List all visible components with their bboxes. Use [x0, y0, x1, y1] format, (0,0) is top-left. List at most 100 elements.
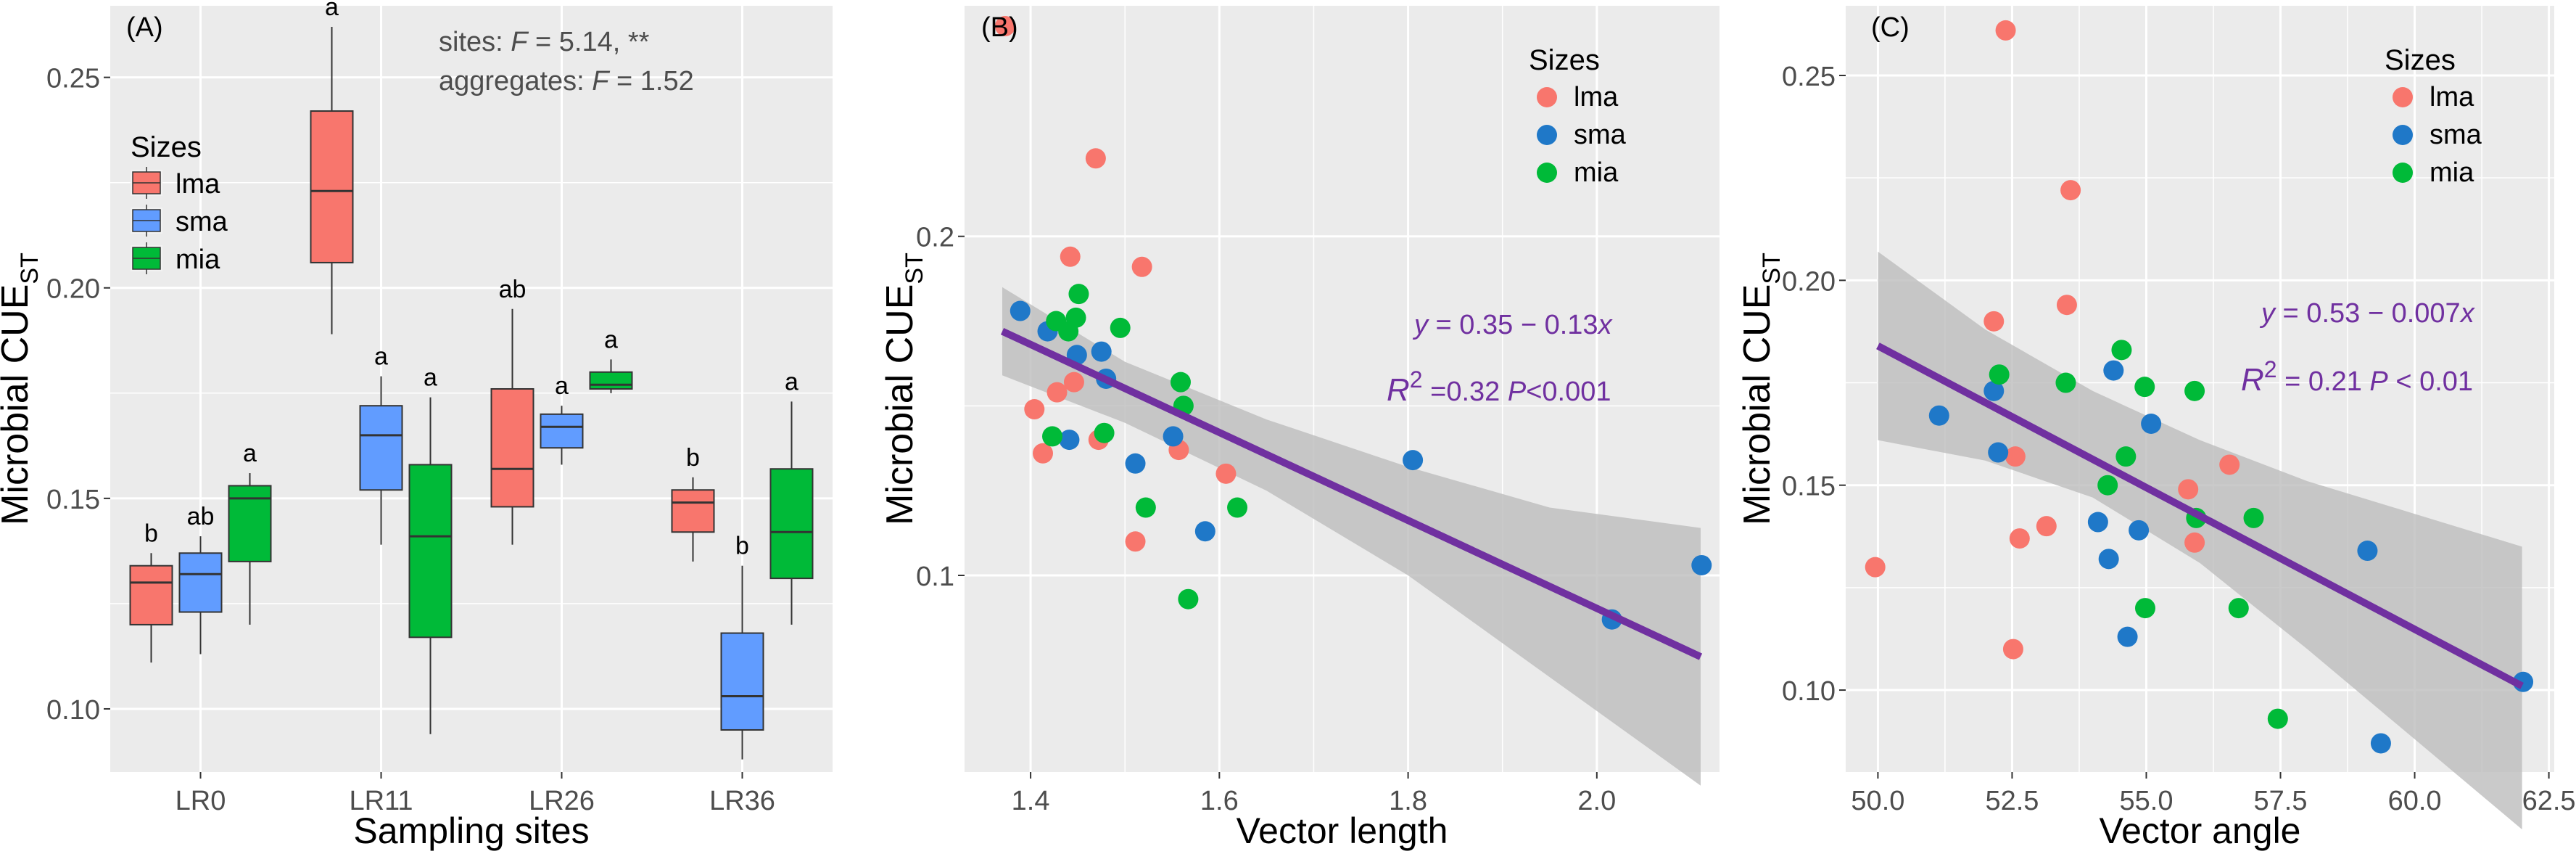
- y-axis-title-main: Microbial CUE: [879, 284, 921, 525]
- point-lma: [1865, 557, 1886, 578]
- box-iqr: [359, 405, 403, 491]
- r2-p: P: [2369, 366, 2388, 397]
- eq-x: x: [2459, 298, 2476, 329]
- x-tick-label: LR11: [349, 786, 413, 816]
- eq-intercept: = 0.53: [2275, 298, 2368, 329]
- y-axis-title-subscript: ST: [16, 253, 44, 284]
- point-sma: [1091, 341, 1112, 362]
- point-sma: [2357, 541, 2378, 562]
- gridlines: [110, 76, 833, 710]
- point-sma: [2098, 549, 2119, 570]
- point-sma: [2141, 414, 2162, 434]
- y-tick-label: 0.15: [1782, 472, 1836, 502]
- x-tick-label: 52.5: [1985, 786, 2039, 816]
- y-axis-title: Microbial CUEST: [0, 253, 44, 525]
- panel-label: (B): [981, 12, 1018, 43]
- fit-line: [1876, 342, 2524, 689]
- box-iqr: [540, 413, 584, 449]
- point-lma: [2036, 516, 2057, 537]
- point-mia: [2135, 598, 2156, 619]
- point-mia: [1068, 284, 1089, 305]
- point-mia: [1178, 588, 1199, 609]
- point-sma: [1403, 450, 1424, 471]
- regression-equation: y = 0.53 − 0.007x: [2259, 298, 2476, 329]
- x-axis-title: Vector length: [1237, 810, 1448, 851]
- point-lma: [1060, 246, 1081, 267]
- point-sma: [1983, 380, 2005, 401]
- box-mia-LR11: a: [408, 364, 453, 734]
- x-tick-label: 60.0: [2388, 786, 2442, 816]
- point-sma: [1691, 554, 1712, 575]
- r2-superscript: 2: [2264, 356, 2277, 382]
- r2-r: R: [1387, 372, 1410, 408]
- eq-slope: 0.13: [1537, 310, 1598, 340]
- significance-letter: a: [243, 440, 257, 467]
- legend-label-mia: mia: [176, 245, 220, 275]
- x-tick-label: 1.8: [1389, 786, 1427, 816]
- point-lma: [2056, 295, 2077, 316]
- point-lma: [2002, 639, 2023, 660]
- point-sma: [1194, 521, 1215, 542]
- legend-key-lma-point: [1537, 87, 1557, 107]
- r2-r: R: [2241, 362, 2264, 398]
- gridlines: [965, 6, 1720, 772]
- box-iqr: [178, 552, 223, 613]
- point-lma: [1215, 463, 1237, 484]
- point-lma: [1033, 443, 1054, 464]
- point-mia: [2134, 377, 2155, 398]
- box-lma-LR36: b: [671, 444, 715, 562]
- point-lma: [1995, 20, 2016, 41]
- eq-minus: −: [2368, 298, 2384, 329]
- point-lma: [2178, 479, 2199, 500]
- x-tick-label: LR36: [709, 786, 775, 816]
- x-axis-title: Vector angle: [2100, 810, 2301, 851]
- box-mia-LR26: a: [589, 326, 633, 393]
- r2-value: =0.32: [1423, 377, 1508, 407]
- point-mia: [2111, 340, 2132, 361]
- box-sma-LR0: ab: [178, 503, 223, 654]
- point-lma: [1983, 311, 2005, 332]
- stats-italic: F: [511, 27, 529, 57]
- point-sma: [1163, 426, 1184, 447]
- point-mia: [1058, 321, 1079, 342]
- x-tick-label: 1.6: [1200, 786, 1239, 816]
- point-sma: [2129, 520, 2150, 541]
- point-lma: [2219, 454, 2240, 475]
- x-tick-label: 55.0: [2120, 786, 2174, 816]
- r2-superscript: 2: [1410, 366, 1423, 393]
- point-mia: [2097, 475, 2118, 496]
- point-sma: [2103, 360, 2124, 381]
- legend-title: Sizes: [1529, 44, 1600, 76]
- point-mia: [1170, 372, 1191, 393]
- box-lma-LR0: b: [129, 520, 173, 663]
- eq-minus: −: [1521, 310, 1537, 340]
- point-sma: [2370, 733, 2391, 754]
- legend-label-sma: sma: [1574, 120, 1627, 150]
- legend-label-lma: lma: [176, 169, 220, 200]
- stats-line: aggregates: F = 1.52: [439, 66, 694, 97]
- series-lma: b a ab b: [129, 0, 715, 663]
- point-sma: [1010, 300, 1031, 321]
- box-iqr: [490, 388, 534, 508]
- y-axis-title-subscript: ST: [1758, 253, 1786, 284]
- point-mia: [1227, 497, 1248, 518]
- legend-title: Sizes: [131, 131, 202, 163]
- significance-letter: a: [555, 372, 569, 400]
- box-iqr: [310, 110, 354, 263]
- significance-letter: a: [374, 343, 388, 371]
- y-tick-label: 0.10: [1782, 676, 1836, 707]
- r2-p: P: [1508, 377, 1527, 407]
- point-mia: [2184, 380, 2205, 401]
- legend-label-sma: sma: [176, 207, 228, 237]
- point-mia: [2243, 507, 2264, 528]
- eq-slope: 0.007: [2384, 298, 2461, 329]
- y-axis-title-main: Microbial CUE: [1736, 284, 1778, 525]
- regression-r2: R2 = 0.21 P < 0.01: [2241, 356, 2473, 398]
- x-tick-label: LR0: [176, 786, 226, 816]
- box-iqr: [408, 464, 453, 639]
- x-tick-label: 2.0: [1577, 786, 1616, 816]
- legend-label-sma: sma: [2430, 120, 2482, 150]
- point-lma: [994, 16, 1015, 37]
